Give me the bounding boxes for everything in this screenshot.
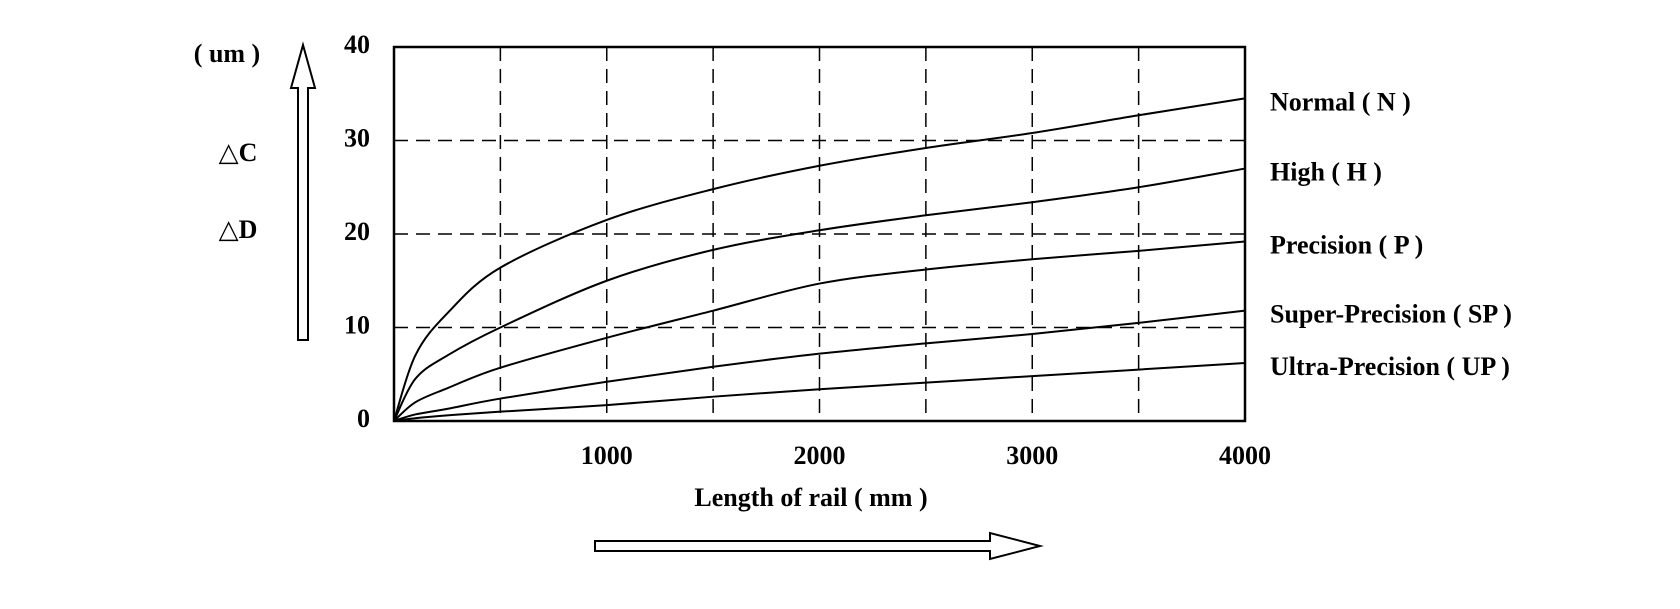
series-label: High ( H ) — [1270, 158, 1382, 187]
series-label: Normal ( N ) — [1270, 87, 1411, 116]
y-tick-label: 10 — [344, 310, 370, 339]
series-label: Ultra-Precision ( UP ) — [1270, 352, 1510, 381]
y-tick-label: 30 — [344, 123, 370, 152]
y-label: △D — [219, 215, 258, 244]
x-tick-label: 2000 — [794, 441, 846, 470]
series-line — [393, 240, 1246, 422]
x-tick-label: 1000 — [581, 441, 633, 470]
y-tick-label: 20 — [344, 217, 370, 246]
y-arrow — [289, 41, 317, 341]
series-line — [393, 362, 1246, 422]
x-axis-label: Length of rail ( mm ) — [694, 483, 927, 512]
series-line — [393, 309, 1246, 422]
x-arrow — [594, 531, 1044, 561]
series-label: Super-Precision ( SP ) — [1270, 300, 1512, 329]
series-line — [393, 97, 1246, 422]
series-label: Precision ( P ) — [1270, 230, 1423, 259]
x-tick-label: 3000 — [1006, 441, 1058, 470]
y-tick-label: 0 — [357, 404, 370, 433]
y-label: △C — [219, 138, 258, 167]
y-unit: ( um ) — [194, 39, 260, 68]
series-line — [393, 167, 1246, 422]
y-tick-label: 40 — [344, 30, 370, 59]
x-tick-label: 4000 — [1219, 441, 1271, 470]
